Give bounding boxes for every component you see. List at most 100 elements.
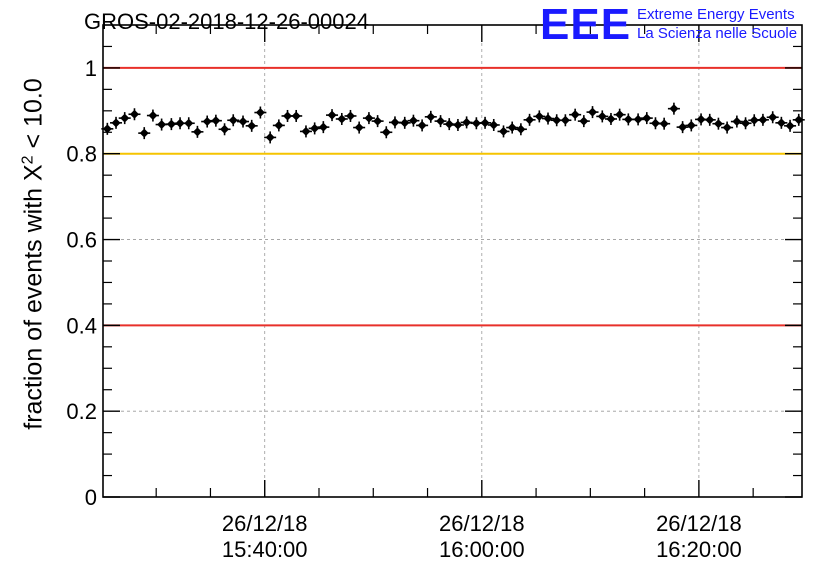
data-point	[424, 110, 437, 123]
data-point-marker	[373, 116, 383, 126]
data-point-marker	[283, 111, 293, 121]
data-point	[209, 114, 222, 127]
data-point-marker	[202, 117, 212, 127]
y-axis-label-symbol: X	[19, 164, 48, 182]
data-point	[479, 116, 492, 129]
data-point-marker	[650, 118, 660, 128]
data-point	[533, 110, 546, 123]
data-point	[299, 125, 312, 138]
data-point-marker	[705, 115, 715, 125]
data-point-marker	[291, 111, 301, 121]
x-tick-label-time: 15:40:00	[222, 537, 308, 562]
data-point	[165, 118, 178, 131]
data-point-marker	[588, 107, 598, 117]
data-point	[118, 112, 131, 125]
data-point	[577, 115, 590, 128]
data-point	[201, 115, 214, 128]
x-tick-label-date: 26/12/18	[656, 511, 742, 536]
data-point-marker	[669, 104, 679, 114]
data-point	[308, 122, 321, 135]
y-axis-label-text: fraction of events with X2 < 10.0	[19, 78, 48, 429]
data-point-marker	[722, 123, 732, 133]
data-point-marker	[247, 121, 257, 131]
data-point	[326, 109, 339, 122]
eee-logo: EEE Extreme Energy Events La Scienza nel…	[540, 3, 836, 47]
data-point	[523, 113, 536, 126]
data-point	[155, 118, 168, 131]
data-point	[766, 111, 779, 124]
data-point-marker	[471, 118, 481, 128]
data-point-marker	[228, 115, 238, 125]
data-point-marker	[238, 117, 248, 127]
eee-logo-mark: EEE	[540, 0, 632, 49]
data-point-marker	[129, 109, 139, 119]
data-point	[290, 109, 303, 122]
data-point-marker	[381, 127, 391, 137]
data-point	[416, 119, 429, 132]
data-point	[542, 112, 555, 125]
data-point	[506, 121, 519, 134]
tick-labels: 00.20.40.60.8126/12/1815:40:0026/12/1816…	[66, 56, 741, 562]
data-point	[703, 113, 716, 126]
chart-title: GROS-02-2018-12-26-00024	[84, 9, 369, 34]
data-point-marker	[525, 115, 535, 125]
data-point-marker	[499, 126, 509, 136]
y-tick-label: 0.8	[66, 142, 97, 167]
data-point-marker	[354, 123, 364, 133]
data-point	[254, 106, 267, 119]
data-point	[182, 117, 195, 130]
data-point	[569, 108, 582, 121]
data-point-marker	[265, 132, 275, 142]
data-point-marker	[175, 118, 185, 128]
grid-lines	[103, 25, 802, 497]
data-point-marker	[274, 120, 284, 130]
data-point	[128, 108, 141, 121]
data-point-marker	[166, 119, 176, 129]
data-point	[721, 121, 734, 134]
x-tick-label-date: 26/12/18	[439, 511, 525, 536]
data-point-marker	[749, 115, 759, 125]
data-point	[237, 115, 250, 128]
data-point-marker	[327, 110, 337, 120]
data-point	[604, 112, 617, 125]
reference-lines	[103, 66, 802, 327]
data-point	[613, 108, 626, 121]
data-point-marker	[597, 111, 607, 121]
data-point-marker	[148, 111, 158, 121]
data-point-marker	[111, 118, 121, 128]
data-point-marker	[732, 117, 742, 127]
data-point-marker	[364, 113, 374, 123]
data-point	[227, 114, 240, 127]
data-point-marker	[642, 113, 652, 123]
data-point	[487, 118, 500, 131]
data-point-marker	[516, 124, 526, 134]
data-point-marker	[417, 120, 427, 130]
data-point-marker	[301, 126, 311, 136]
data-point	[497, 125, 510, 138]
data-point	[191, 125, 204, 138]
data-point	[775, 116, 788, 129]
data-point-marker	[310, 123, 320, 133]
data-point	[371, 115, 384, 128]
y-tick-label: 0	[85, 485, 97, 510]
data-point-marker	[678, 122, 688, 132]
data-point-marker	[713, 119, 723, 129]
data-point	[272, 119, 285, 132]
data-point-marker	[776, 118, 786, 128]
y-tick-label: 1	[85, 56, 97, 81]
data-point-marker	[623, 114, 633, 124]
data-point	[264, 131, 277, 144]
data-point	[695, 113, 708, 126]
data-point-marker	[462, 117, 472, 127]
data-point	[586, 106, 599, 119]
data-point	[460, 116, 473, 129]
data-point-marker	[318, 122, 328, 132]
data-point	[712, 117, 725, 130]
data-point	[640, 112, 653, 125]
data-point-marker	[489, 120, 499, 130]
data-point-marker	[120, 113, 130, 123]
data-point-marker	[453, 120, 463, 130]
data-point	[784, 119, 797, 132]
data-point-marker	[552, 115, 562, 125]
logo-line-2: La Scienza nelle Scuole	[637, 25, 798, 42]
